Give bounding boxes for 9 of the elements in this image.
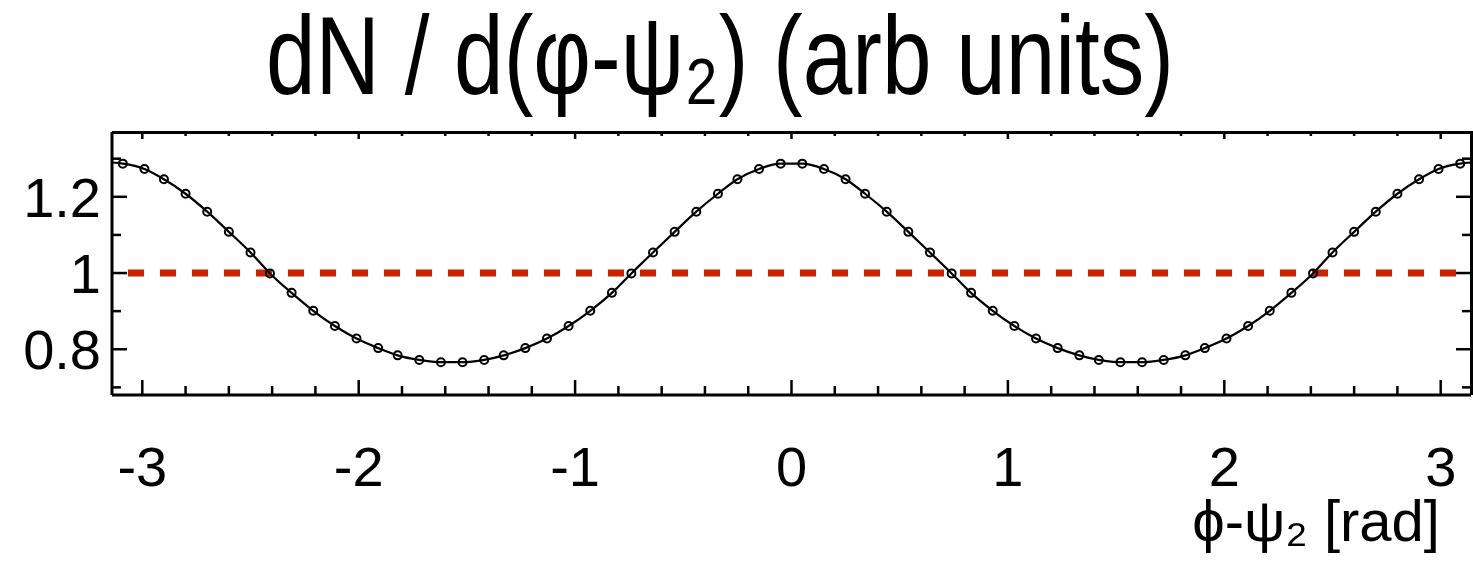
x-tick-label: -1 [550,435,600,498]
chart-title: dN / d(φ-ψ₂) (arb units) [266,0,1174,118]
x-tick-label: 0 [775,435,808,498]
x-tick-label: -3 [117,435,168,498]
y-tick-label: 1.2 [23,165,101,229]
y-tick-label: 1 [69,242,101,306]
x-tick-label: -2 [333,435,384,498]
y-tick-label: 0.8 [23,318,101,382]
x-tick-label: 1 [992,435,1024,498]
